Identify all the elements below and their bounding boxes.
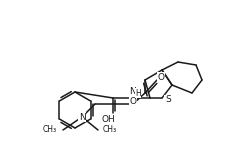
Text: N: N — [79, 112, 85, 121]
Text: OH: OH — [101, 114, 115, 123]
Text: H: H — [135, 88, 141, 97]
Text: CH₃: CH₃ — [103, 125, 117, 134]
Text: CH₃: CH₃ — [43, 125, 57, 134]
Text: N: N — [130, 88, 136, 97]
Text: O: O — [129, 97, 137, 106]
Text: S: S — [165, 95, 171, 104]
Text: O: O — [157, 73, 165, 82]
